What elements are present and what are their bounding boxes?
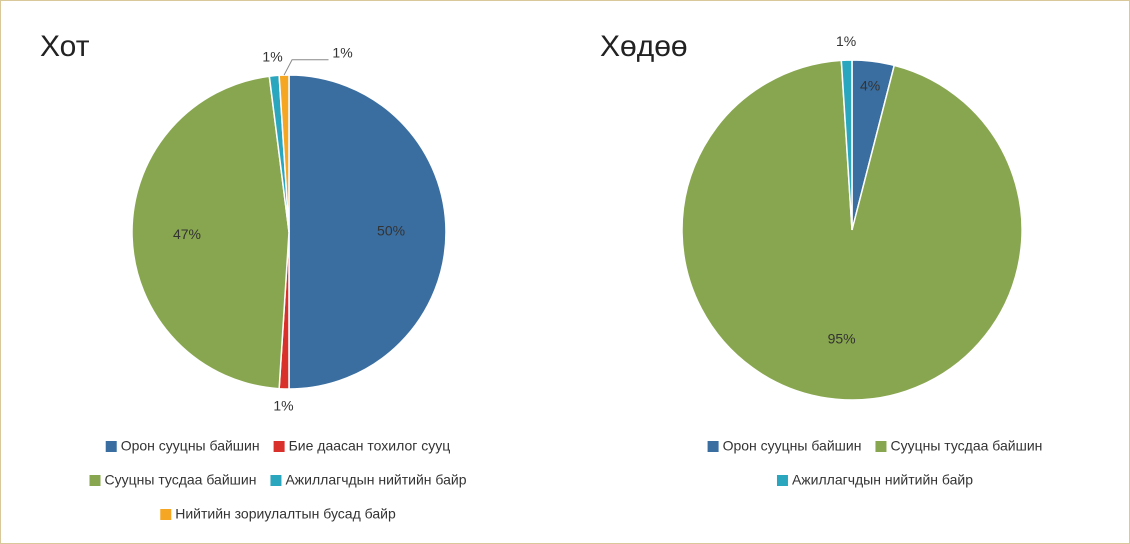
legend-label: Орон сууцны байшин — [723, 438, 862, 454]
legend-swatch — [707, 441, 719, 452]
legend-item: Нийтийн зориулалтын бусад байр — [160, 506, 396, 522]
pie-slice — [131, 75, 290, 390]
legend-item: Ажиллагчдын нийтийн байр — [776, 472, 973, 488]
legend-swatch — [270, 475, 282, 486]
pie-slice — [840, 59, 853, 231]
legend-swatch — [273, 441, 285, 452]
legend-label: Нийтийн зориулалтын бусад байр — [175, 506, 396, 522]
legend-label: Сууцны тусдаа байшин — [105, 472, 257, 488]
legend-item: Сууцны тусдаа байшин — [89, 472, 257, 488]
legend-item: Бие даасан тохилог сууц — [273, 438, 451, 454]
data-label: 95% — [828, 331, 856, 347]
legend-label: Орон сууцны байшин — [121, 438, 260, 454]
chart-title: Хот — [40, 30, 90, 63]
legend-item: Сууцны тусдаа байшин — [875, 438, 1042, 454]
pie-slice — [681, 59, 1023, 401]
legend-label: Ажиллагчдын нийтийн байр — [285, 472, 466, 488]
chart-title: Хөдөө — [600, 30, 688, 63]
legend-swatch — [875, 441, 887, 452]
data-label: 47% — [173, 226, 201, 242]
legend-swatch — [160, 509, 172, 520]
data-label: 1% — [836, 33, 856, 49]
legend-swatch — [776, 475, 788, 486]
pie-slice — [288, 74, 447, 390]
data-label: 50% — [377, 223, 405, 239]
legend-label: Сууцны тусдаа байшин — [890, 438, 1042, 454]
leader-line — [283, 59, 329, 76]
legend-swatch — [105, 441, 117, 452]
legend-item: Орон сууцны байшин — [105, 438, 260, 454]
legend-label: Ажиллагчдын нийтийн байр — [792, 472, 973, 488]
data-label: 1% — [273, 398, 293, 414]
data-label: 4% — [860, 77, 880, 93]
legend-item: Орон сууцны байшин — [707, 438, 862, 454]
legend-item: Ажиллагчдын нийтийн байр — [270, 472, 467, 488]
data-label: 1% — [262, 48, 282, 64]
legend-swatch — [89, 475, 101, 486]
legend-label: Бие даасан тохилог сууц — [289, 438, 451, 454]
data-label: 1% — [332, 44, 352, 60]
